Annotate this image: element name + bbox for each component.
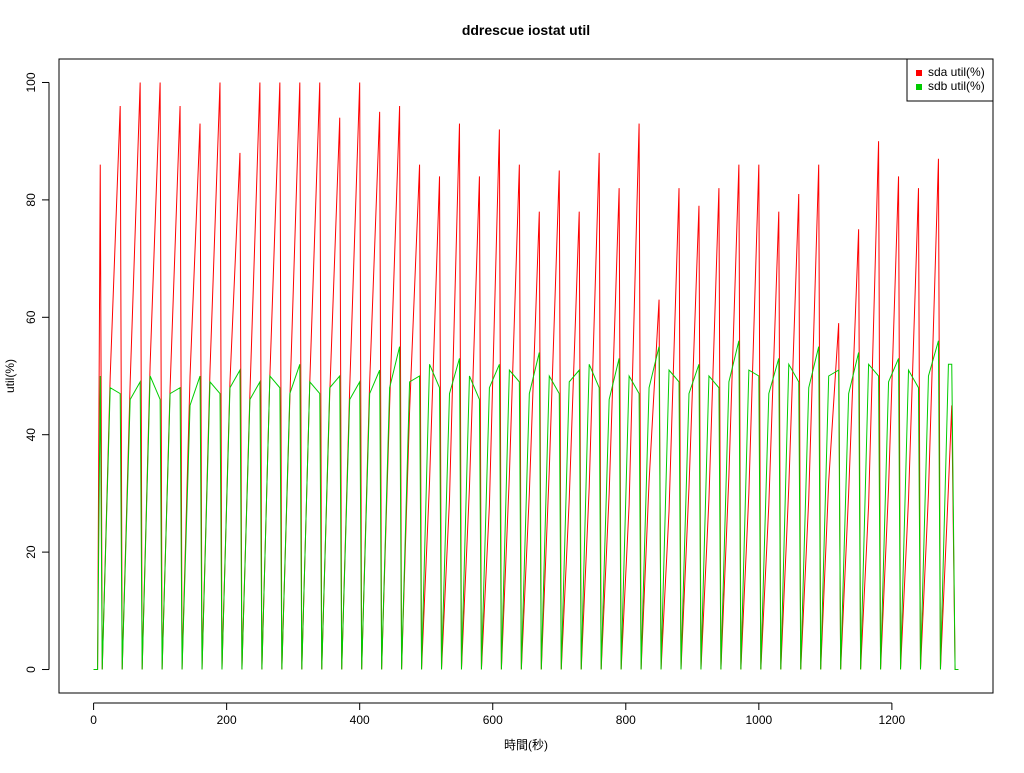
legend-label: sdb util(%): [928, 79, 985, 93]
legend-swatch: [916, 70, 922, 76]
y-tick-label: 0: [24, 666, 38, 673]
y-tick-label: 100: [24, 72, 38, 92]
legend-swatch: [916, 84, 922, 90]
chart-title: ddrescue iostat util: [462, 22, 590, 38]
x-tick-label: 400: [350, 713, 370, 727]
x-tick-label: 600: [483, 713, 503, 727]
x-tick-label: 200: [217, 713, 237, 727]
y-tick-label: 40: [24, 428, 38, 442]
x-tick-label: 800: [616, 713, 636, 727]
y-tick-label: 20: [24, 545, 38, 559]
x-axis-label: 時間(秒): [504, 738, 548, 752]
legend-label: sda util(%): [928, 65, 985, 79]
x-tick-label: 0: [90, 713, 97, 727]
y-axis-label: util(%): [3, 359, 17, 393]
y-tick-label: 80: [24, 193, 38, 207]
legend-box: [906, 58, 994, 102]
data-line: [93, 340, 959, 671]
plot-frame: [58, 58, 994, 694]
x-tick-label: 1000: [745, 713, 772, 727]
y-tick-label: 60: [24, 310, 38, 324]
x-tick-label: 1200: [879, 713, 906, 727]
